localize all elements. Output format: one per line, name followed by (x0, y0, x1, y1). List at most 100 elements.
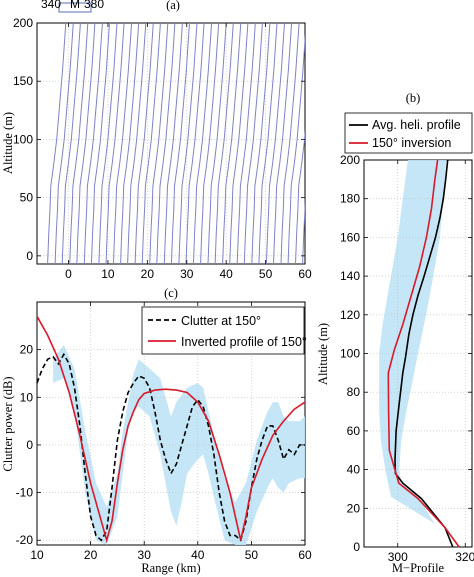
panel-a-y-ticks: 0 50 100 150 200 (13, 16, 305, 263)
panel-a-m-scale-annotation: 340 M 380 (41, 0, 104, 13)
x-tick-label: 320 (455, 550, 474, 564)
profile-line (193, 23, 213, 264)
m-scale-left-label: 340 (41, 0, 61, 11)
profile-line (236, 23, 256, 264)
profile-line (156, 23, 176, 264)
profile-line (251, 23, 271, 264)
y-tick-label: 0 (26, 249, 33, 263)
y-tick-label: 60 (347, 424, 361, 438)
y-tick-label: 180 (340, 192, 360, 206)
profile-line (273, 23, 293, 264)
y-tick-label: 100 (340, 347, 360, 361)
x-tick-label: 60 (298, 267, 312, 281)
profile-line (149, 23, 169, 264)
profile-line (287, 33, 305, 264)
y-tick-label: 200 (13, 16, 33, 30)
x-tick-label: 10 (101, 267, 115, 281)
profile-line (214, 23, 234, 264)
legend-label-inverted: Inverted profile of 150° (181, 335, 307, 349)
profile-line (229, 23, 249, 264)
profile-line (69, 23, 89, 264)
profile-line (258, 23, 278, 264)
y-tick-label: 0 (26, 438, 33, 452)
x-tick-label: 30 (180, 267, 194, 281)
profile-line (170, 23, 190, 264)
y-tick-label: 160 (340, 230, 360, 244)
profile-line (163, 23, 183, 264)
panel-a-x-ticks: 0 10 20 30 40 50 60 (65, 23, 312, 281)
panel-a-axes-frame (36, 22, 306, 265)
profile-line (243, 23, 263, 264)
panel-c-y-axis-label: Clutter power (dB) (1, 376, 15, 471)
profile-line (134, 23, 154, 264)
profile-line (113, 23, 133, 264)
y-tick-label: 200 (340, 153, 360, 167)
profile-line (310, 23, 328, 264)
profile-line (302, 194, 305, 264)
panel-a-profile-lines (47, 23, 328, 264)
profile-line (83, 23, 103, 264)
x-tick-label: 60 (298, 548, 312, 562)
profile-line (222, 23, 242, 264)
legend-label-inversion: 150° inversion (372, 136, 451, 150)
profile-line (265, 23, 285, 264)
profile-line (61, 23, 81, 264)
y-tick-label: 50 (20, 191, 34, 205)
y-tick-label: 120 (340, 308, 360, 322)
y-tick-label: 150 (13, 74, 33, 88)
legend-label-clutter: Clutter at 150° (181, 314, 261, 328)
x-tick-label: 300 (388, 550, 408, 564)
panel-a-y-axis-label: Altitude (m) (1, 112, 15, 174)
y-tick-label: 20 (347, 501, 361, 515)
profile-line (120, 23, 140, 264)
y-tick-label: 0 (353, 540, 360, 554)
y-tick-label: -20 (16, 533, 34, 547)
m-scale-mid-label: M (70, 0, 80, 11)
y-tick-label: 100 (13, 132, 33, 146)
profile-line (280, 23, 300, 264)
panel-b-y-axis-label: Altitude (m) (316, 323, 330, 385)
panel-b-x-axis-label: M−Profile (392, 561, 445, 575)
profile-line (76, 23, 96, 264)
panel-b-m-profile: 300 320 0 20 40 60 80 100 120 140 160 180 200 (b) M… (316, 91, 474, 575)
profile-line (47, 23, 67, 264)
profile-line (200, 23, 220, 264)
x-tick-label: 50 (245, 548, 259, 562)
panel-c-x-axis-label: Range (km) (141, 561, 200, 575)
y-tick-label: 10 (20, 390, 34, 404)
panel-b-grid (364, 160, 472, 547)
profile-line (54, 23, 74, 264)
panel-b-series-lines (387, 159, 460, 548)
profile-line (127, 23, 147, 264)
x-tick-label: 20 (84, 548, 98, 562)
x-tick-label: 40 (219, 267, 233, 281)
panel-b-legend-box (344, 112, 473, 154)
x-tick-label: 10 (30, 548, 44, 562)
avg-heli-profile-line (394, 159, 454, 548)
clutter-150-line (36, 352, 305, 542)
x-tick-label: 20 (141, 267, 155, 281)
inversion-150-line (387, 159, 460, 548)
profile-line (207, 23, 227, 264)
m-scale-bracket (58, 2, 92, 13)
x-tick-label: 50 (259, 267, 273, 281)
legend-label-avg-profile: Avg. heli. profile (372, 118, 461, 132)
panel-b-x-ticks: 300 320 (388, 160, 474, 564)
panel-a-grid (37, 23, 305, 264)
profile-line (185, 23, 205, 264)
inverted-profile-150-line (36, 315, 306, 544)
y-tick-label: 140 (340, 269, 360, 283)
panel-c-legend: Clutter at 150° Inverted profile of 150° (141, 306, 307, 355)
panel-a-profiles: 0 10 20 30 40 50 60 0 50 100 150 200 (a) Altitude … (1, 0, 328, 281)
panel-c-label: (c) (164, 286, 178, 300)
panel-b-y-ticks: 0 20 40 60 80 100 120 140 160 180 200 (340, 153, 472, 554)
profile-line (141, 23, 161, 264)
y-tick-label: -10 (16, 486, 34, 500)
panel-b-label: (b) (406, 91, 421, 105)
panel-c-series-lines (36, 315, 306, 544)
y-tick-label: 20 (20, 343, 34, 357)
panel-b-legend: Avg. heli. profile 150° inversion (344, 112, 473, 154)
x-tick-label: 30 (138, 548, 152, 562)
